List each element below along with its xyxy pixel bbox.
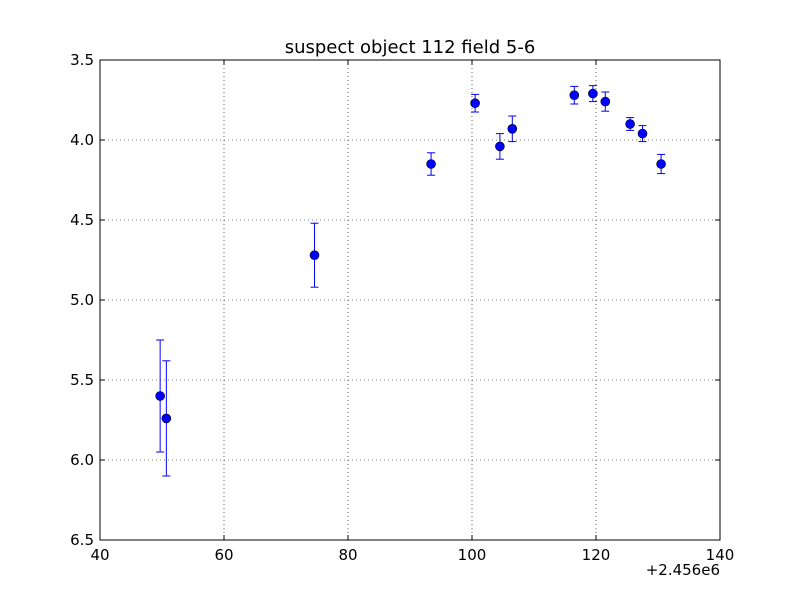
y-tick-label: 4.0	[70, 131, 94, 149]
y-tick-label: 6.5	[70, 531, 94, 549]
data-point	[637, 128, 648, 139]
y-tick-label: 6.0	[70, 451, 94, 469]
x-axis-offset-label: +2.456e6	[646, 561, 720, 579]
data-point	[656, 159, 666, 169]
data-point	[507, 124, 518, 134]
data-point	[569, 90, 580, 100]
chart-title: suspect object 112 field 5-6	[285, 37, 536, 58]
series-points	[155, 85, 666, 477]
data-point	[495, 141, 505, 152]
x-tick-label: 140	[706, 546, 735, 564]
y-tick-label: 5.0	[70, 291, 94, 309]
grid	[100, 60, 720, 540]
x-tick-label: 60	[214, 546, 233, 564]
data-point	[155, 391, 165, 401]
data-point	[625, 119, 635, 129]
y-tick-label: 3.5	[70, 51, 94, 69]
x-tick-label: 120	[582, 546, 611, 564]
x-tick-label: 80	[338, 546, 357, 564]
axis-ticks	[99, 59, 721, 541]
data-point	[161, 413, 172, 424]
y-axis-tick-labels: 3.5 4.0 4.5 5.0 5.5 6.0 6.5	[70, 51, 94, 549]
data-point	[426, 159, 436, 169]
x-tick-label: 40	[90, 546, 109, 564]
x-axis-tick-labels: 40 60 80 100 120 140	[90, 546, 734, 564]
x-tick-label: 100	[458, 546, 487, 564]
data-point	[588, 88, 598, 99]
data-point	[600, 96, 611, 107]
y-tick-label: 4.5	[70, 211, 94, 229]
data-point	[309, 250, 320, 260]
y-tick-label: 5.5	[70, 371, 94, 389]
data-point	[470, 98, 480, 108]
